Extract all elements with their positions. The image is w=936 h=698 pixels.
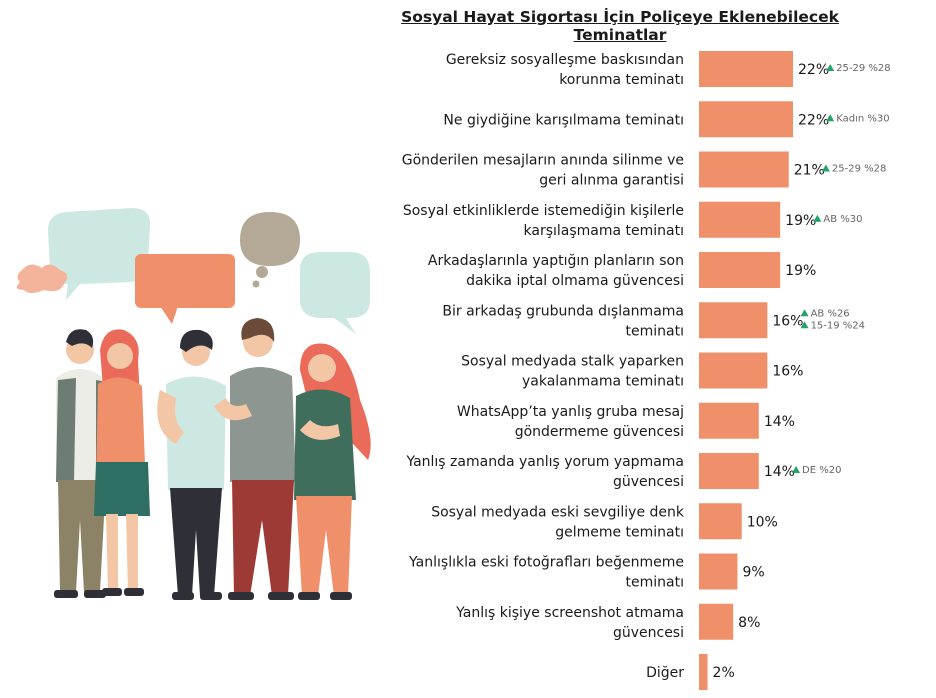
bars-layer: Gereksiz sosyalleşme baskısından korunma … <box>402 51 891 690</box>
category-label: Sosyal etkinliklerde istemediğin kişiler… <box>403 203 684 219</box>
bar <box>699 603 734 640</box>
annotation-label: 15-19 %24 <box>811 320 865 331</box>
value-label: 16% <box>772 364 803 380</box>
person-3 <box>157 329 226 600</box>
category-label: Yanlışlıkla eski fotoğrafları beğenmeme <box>408 555 684 571</box>
value-label: 22% <box>798 62 829 78</box>
value-label: 2% <box>713 665 735 681</box>
category-label: geri alınma garantisi <box>539 173 684 189</box>
bar <box>699 352 768 389</box>
category-label: Diğer <box>646 665 684 681</box>
up-arrow-icon <box>792 466 801 473</box>
bar <box>699 453 759 489</box>
category-label: karşılaşmama teminatı <box>524 223 685 239</box>
category-label: Sosyal medyada eski sevgiliye denk <box>431 504 685 520</box>
bar <box>699 503 742 540</box>
bar <box>699 51 793 87</box>
up-arrow-icon <box>800 321 809 329</box>
up-arrow-icon <box>821 164 830 172</box>
bar <box>699 553 738 590</box>
category-label: teminatı <box>626 323 684 339</box>
value-label: 10% <box>747 514 778 530</box>
value-label: 21% <box>794 163 825 179</box>
annotation-label: 25-29 %28 <box>836 63 890 74</box>
category-label: Gereksiz sosyalleşme baskısından <box>446 52 684 68</box>
category-label: korunma teminatı <box>559 72 684 88</box>
bar <box>699 201 781 238</box>
up-arrow-icon <box>826 64 835 71</box>
category-label: Yanlış kişiye screenshot atmama <box>455 605 684 621</box>
value-label: 16% <box>772 313 803 329</box>
value-label: 8% <box>738 615 760 631</box>
annotation-label: Kadın %30 <box>836 113 889 124</box>
category-label: Bir arkadaş grubunda dışlanmama <box>442 303 684 319</box>
category-label: güvencesi <box>613 474 684 490</box>
annotation-label: DE %20 <box>802 465 841 476</box>
value-label: 22% <box>798 112 829 128</box>
annotation-label: 25-29 %28 <box>832 164 886 175</box>
category-label: teminatı <box>626 575 684 591</box>
category-label: Gönderilen mesajların anında silinme ve <box>402 153 684 169</box>
category-label: göndermeme güvencesi <box>515 424 684 440</box>
people-talking-illustration <box>16 208 371 600</box>
category-label: yakalanmama teminatı <box>522 374 684 390</box>
category-label: Arkadaşlarınla yaptığın planların son <box>428 253 684 269</box>
value-label: 19% <box>785 263 816 279</box>
chart-title: Sosyal Hayat Sigortası İçin Poliçeye Ekl… <box>401 8 839 44</box>
category-label: Sosyal medyada stalk yaparken <box>461 354 684 370</box>
bar <box>699 252 781 288</box>
person-4 <box>214 318 296 600</box>
value-label: 19% <box>785 213 816 229</box>
bar <box>699 101 793 138</box>
bar <box>699 302 768 339</box>
category-label: dakika iptal olmama güvencesi <box>466 273 684 289</box>
annotation-label: AB %26 <box>811 308 850 319</box>
bar <box>699 402 759 439</box>
category-label: WhatsApp’ta yanlış gruba mesaj <box>457 404 684 420</box>
category-label: güvencesi <box>613 625 684 641</box>
up-arrow-icon <box>800 309 809 317</box>
bar <box>699 654 708 690</box>
annotation-label: AB %30 <box>823 214 862 225</box>
up-arrow-icon <box>813 214 822 222</box>
category-label: gelmeme teminatı <box>555 524 684 540</box>
speech-bubbles <box>16 208 370 334</box>
up-arrow-icon <box>826 114 835 122</box>
value-label: 14% <box>764 464 795 480</box>
person-2 <box>94 329 150 596</box>
category-label: Yanlış zamanda yanlış yorum yapmama <box>405 454 684 470</box>
category-label: Ne giydiğine karışılmama teminatı <box>443 112 684 128</box>
value-label: 9% <box>742 565 764 581</box>
person-5 <box>294 343 371 600</box>
bar <box>699 151 789 188</box>
value-label: 14% <box>764 414 795 430</box>
